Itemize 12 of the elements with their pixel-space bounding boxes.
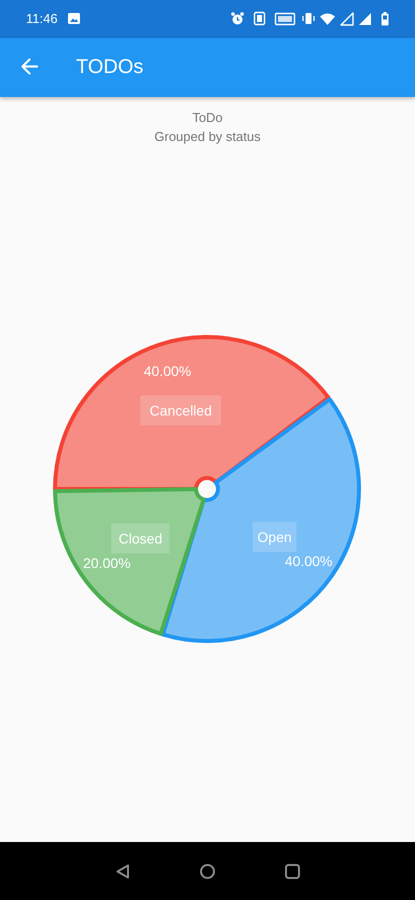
chart-title: ToDo [191, 110, 224, 125]
slice-label: Cancelled [150, 402, 212, 418]
text: 11:46 [26, 11, 58, 26]
slice-label: Open [257, 528, 292, 545]
data-label: 40.00% [144, 362, 192, 379]
data-label: 20.00% [83, 555, 131, 572]
text: TODOs [76, 56, 144, 79]
pie-slice [53, 487, 206, 636]
pie-slice [53, 335, 330, 491]
slice-label: Closed [118, 530, 162, 546]
data-label: 40.00% [284, 553, 332, 570]
chart-subtitle: Grouped by status [153, 129, 262, 144]
